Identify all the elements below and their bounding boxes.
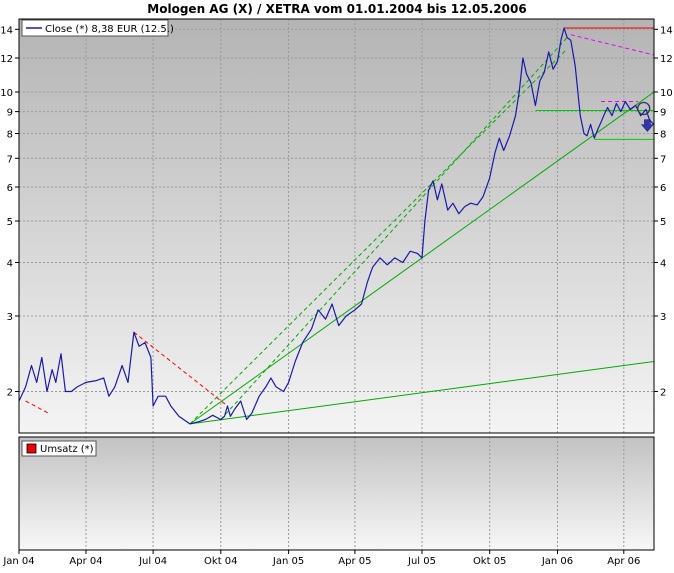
sell-signal-arrow-marker bbox=[640, 119, 654, 132]
price-legend: Close (*) 8,38 EUR (12.5.) bbox=[21, 19, 174, 37]
y-tick-label-left: 4 bbox=[7, 259, 13, 270]
price-legend-label: Close (*) 8,38 EUR (12.5.) bbox=[45, 24, 174, 35]
trendline bbox=[220, 37, 568, 420]
y-tick-label-left: 12 bbox=[0, 54, 13, 65]
y-tick-label-right: 14 bbox=[660, 25, 673, 36]
volume-plot-background bbox=[19, 437, 654, 550]
y-tick-label-left: 7 bbox=[7, 154, 13, 165]
x-tick-label: Jan 06 bbox=[541, 556, 573, 567]
y-tick-labels: 2 2 3 3 4 4 5 5 6 6 7 7 8 8 9 9 10 10 12 12 14 14 bbox=[0, 25, 672, 398]
x-tick-label: Jan 04 bbox=[2, 556, 34, 567]
volume-plot-frame bbox=[18, 436, 655, 551]
marker-layer bbox=[637, 101, 654, 132]
chart-title: Mologen AG (X) / XETRA vom 01.01.2004 bi… bbox=[147, 2, 526, 16]
price-plot-background bbox=[19, 19, 654, 433]
y-tick-label-right: 8 bbox=[660, 130, 666, 141]
series-layer bbox=[18, 27, 655, 425]
x-tick-label: Apr 04 bbox=[69, 556, 102, 567]
trendline-layer bbox=[25, 27, 655, 425]
y-tick-label-right: 12 bbox=[660, 54, 673, 65]
volume-legend-box bbox=[21, 440, 97, 457]
trendline bbox=[25, 400, 49, 414]
volume-legend-label: Umsatz (*) bbox=[40, 444, 94, 455]
volume-legend-swatch bbox=[26, 443, 37, 454]
y-tick-label-right: 9 bbox=[660, 108, 666, 119]
y-tick-label-right: 2 bbox=[660, 388, 666, 399]
x-tick-labels: Jan 04 Apr 04 Jul 04 Okt 04 Jan 05 Apr 05 Jul … bbox=[2, 550, 640, 567]
trendline bbox=[570, 34, 655, 56]
price-plot-frame bbox=[18, 18, 655, 434]
y-tick-label-left: 8 bbox=[7, 130, 13, 141]
y-tick-label-left: 10 bbox=[0, 88, 13, 99]
x-tick-label: Apr 05 bbox=[338, 556, 371, 567]
y-tick-label-left: 9 bbox=[7, 108, 13, 119]
close-price-line bbox=[18, 27, 655, 425]
y-tick-label-right: 7 bbox=[660, 154, 666, 165]
trendline bbox=[189, 48, 568, 425]
y-tick-label-right: 4 bbox=[660, 259, 666, 270]
signal-circle-marker bbox=[637, 101, 651, 116]
x-tick-label: Okt 04 bbox=[204, 556, 238, 567]
x-tick-label: Jul 05 bbox=[407, 556, 436, 567]
x-tick-label: Apr 06 bbox=[607, 556, 640, 567]
y-tick-label-left: 2 bbox=[7, 388, 13, 399]
x-tick-label: Jul 04 bbox=[138, 556, 167, 567]
y-tick-label-right: 3 bbox=[660, 312, 666, 323]
y-tick-label-right: 5 bbox=[660, 217, 666, 228]
y-tick-label-left: 5 bbox=[7, 217, 13, 228]
y-tick-label-left: 3 bbox=[7, 312, 13, 323]
x-tick-label: Okt 05 bbox=[473, 556, 507, 567]
trendline bbox=[133, 331, 228, 407]
x-tick-label: Jan 05 bbox=[272, 556, 304, 567]
y-tick-label-left: 6 bbox=[7, 183, 13, 194]
y-tick-label-left: 14 bbox=[0, 25, 13, 36]
volume-legend: Umsatz (*) bbox=[21, 440, 97, 457]
y-tick-label-right: 6 bbox=[660, 183, 666, 194]
y-tick-label-right: 10 bbox=[660, 88, 673, 99]
trendline bbox=[189, 361, 655, 425]
price-legend-box bbox=[21, 19, 169, 37]
